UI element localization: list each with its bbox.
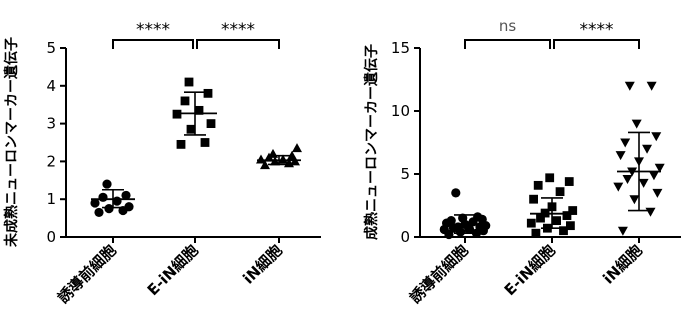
y-tick-label: 1 [46,190,56,208]
data-point [613,182,624,192]
group-2 [256,143,302,170]
significance-bracket [553,39,640,49]
y-tick-label: 0 [400,228,410,246]
data-point [559,226,568,236]
data-point [566,221,575,231]
data-point [458,213,468,223]
significance-bracket [196,39,280,49]
data-point [654,163,665,173]
data-point [543,223,552,233]
data-point [547,202,557,212]
y-tick-label: 4 [46,77,56,95]
data-point [256,154,266,164]
data-point [104,204,114,214]
data-point [545,173,555,183]
data-point [184,77,194,87]
data-point [278,154,288,164]
data-point [531,228,541,238]
data-point [552,216,561,226]
data-point [622,175,633,185]
y-tick-label: 3 [46,115,56,133]
data-point [617,226,628,236]
data-point [200,138,210,147]
data-point [473,212,483,222]
x-tick-label: iN細胞 [239,241,285,287]
data-point [203,88,213,98]
y-tick-label: 5 [46,39,56,57]
data-point [529,194,538,204]
y-tick-label: 15 [391,39,410,57]
data-point [564,177,574,186]
data-point [533,180,543,190]
x-tick-label: E-iN細胞 [144,241,202,299]
data-point [648,171,659,181]
data-point [526,218,536,228]
group-2 [613,81,665,236]
data-point [180,96,190,106]
data-point [260,160,270,170]
group-0 [90,179,135,218]
data-point [624,81,635,91]
data-point [562,211,572,220]
data-point [631,119,642,129]
data-point [194,105,204,115]
data-point [268,148,278,158]
x-tick-label: iN細胞 [599,241,645,287]
data-point [206,119,216,128]
significance-label: **** [136,20,170,40]
group-1 [526,173,578,238]
data-point [645,207,656,217]
data-point [629,195,640,205]
data-point [112,196,122,206]
data-point [292,143,302,153]
data-point [651,132,662,142]
group-1 [172,77,217,149]
data-point [90,198,100,208]
data-point [536,213,545,223]
y-axis-label: 成熟ニューロンマーカー遺伝子 [363,44,380,240]
significance-label: **** [221,20,255,40]
significance-bracket [112,39,194,49]
data-point [186,124,196,134]
data-point [446,216,456,226]
data-point [287,150,297,160]
significance-label: ns [499,17,517,35]
y-tick-label: 0 [46,228,56,246]
data-point [94,207,104,218]
chart-mature-markers: 0 5 10 15 誘導前細胞 E-iN細胞 iN細胞 成熟ニューロンマーカー遺伝子 ns ***… [363,17,681,307]
data-point [176,139,186,149]
data-point [642,144,653,154]
y-tick-label: 5 [400,165,410,183]
data-point [638,178,649,188]
chart-immature-markers: 0 1 2 3 4 5 誘導前細胞 E-iN細胞 iN細胞 未成熟ニューロンマーカー遺伝子 ****… [3,20,321,307]
group-0 [439,188,491,240]
data-point [652,188,663,198]
data-point [451,188,461,198]
data-point [124,202,134,212]
x-tick-label: 誘導前細胞 [54,241,120,307]
significance-label: **** [580,20,614,40]
data-point [98,192,108,202]
x-tick-label: 誘導前細胞 [406,241,472,307]
y-axis-label: 未成熟ニューロンマーカー遺伝子 [3,37,20,247]
data-point [102,179,112,189]
data-point [555,187,565,197]
significance-bracket [464,39,551,49]
data-point [568,206,578,215]
y-tick-label: 2 [46,152,56,170]
data-point [646,81,657,91]
data-point [620,138,631,148]
data-point [634,157,644,167]
data-point [615,151,626,161]
data-point [121,190,131,201]
y-tick-label: 10 [391,102,410,120]
x-tick-label: E-iN細胞 [501,241,559,299]
